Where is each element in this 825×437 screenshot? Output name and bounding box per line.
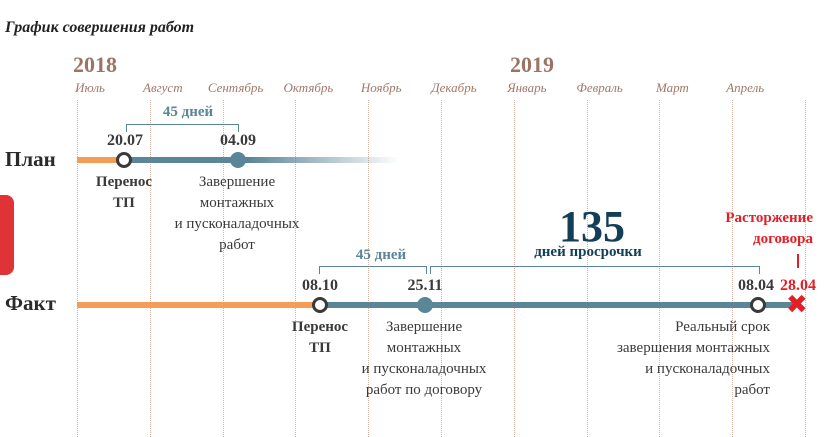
text-line: завершения монтажных [616,340,770,356]
text-line: Перенос [291,319,349,335]
year-2019: 2019 [510,52,554,77]
text-line: монтажных [199,195,275,211]
month-gridline [149,100,151,437]
plan-gap-label: 45 дней [162,104,214,120]
plan-event-1: Перенос ТП [96,172,152,214]
month-label: Июль [75,80,105,95]
plan-label: План [5,147,56,171]
month-label: Апрель [726,80,765,95]
plan-completion-marker [230,152,246,168]
fact-contract-completion-marker [417,297,433,313]
termination-label: Расторжение договора [725,208,813,250]
text-line: договора [753,231,813,247]
plan-date-1: 20.07 [107,132,143,149]
plan-event-2: Завершение монтажных и пусконаладочных рабо… [175,172,300,256]
month-label: Декабрь [431,80,477,95]
fact-event-2: Завершение монтажных и пусконаладочных рабо… [362,317,487,401]
termination-x-icon: ✖ [786,290,808,320]
fact-date-3: 08.04 [738,277,774,294]
fact-event-1: Перенос ТП [292,317,348,359]
month-label: Январь [507,80,547,95]
plan-blue-segment [125,157,400,163]
text-line: Расторжение [725,210,813,226]
month-label: Март [655,80,689,95]
month-label: Февраль [576,80,623,95]
text-line: монтажных [386,340,462,356]
month-gridline [295,100,297,437]
plan-gap-bracket [126,124,239,132]
text-line: Завершение [198,174,276,190]
month-gridline [805,100,806,437]
month-gridline [659,100,661,437]
fact-gap-label: 45 дней [355,247,407,263]
fact-real-completion-marker [750,297,766,313]
fact-event-3: Реальный срок завершения монтажных и пуско… [617,317,770,401]
chart-title: График совершения работ [5,19,195,36]
fact-date-1: 08.10 [302,277,338,294]
text-line: Завершение [385,319,463,335]
month-gridline [368,100,370,437]
month-gridline [77,100,78,437]
fact-label: Факт [5,291,56,315]
fact-gap-bracket [319,266,427,274]
plan-orange-segment [77,157,125,163]
fact-orange-segment [77,302,320,308]
text-line: ТП [113,195,135,211]
text-line: Перенос [95,174,153,190]
termination-tick [797,254,799,268]
fact-date-2: 25.11 [407,277,443,294]
red-side-tab[interactable] [0,195,14,275]
fact-blue-segment [320,302,795,308]
month-gridline [222,100,224,437]
delay-text: дней просрочки [534,244,642,260]
text-line: работ [219,237,255,253]
text-line: ТП [309,340,331,356]
fact-date-4: 28.04 [780,277,816,294]
month-gridline [513,100,515,437]
text-line: и пусконаладочных [361,361,487,377]
delay-number: 135 [559,202,625,251]
text-line: и пусконаладочных [174,216,300,232]
text-line: и пусконаладочных [645,361,770,377]
month-gridline [586,100,588,437]
month-gridline [441,100,442,437]
delay-bracket [430,266,760,274]
month-gridline [732,100,734,437]
fact-tp-marker [312,297,328,313]
year-2018: 2018 [73,52,117,77]
text-line: Реальный срок [675,319,770,335]
month-label: Ноябрь [360,80,402,95]
month-label: Октябрь [283,80,334,95]
plan-date-2: 04.09 [220,132,256,149]
plan-tp-marker [116,152,132,168]
text-line: работ по договору [365,382,483,398]
month-label: Август [143,80,183,95]
month-label: Сентябрь [207,80,264,95]
text-line: работ [734,382,770,398]
